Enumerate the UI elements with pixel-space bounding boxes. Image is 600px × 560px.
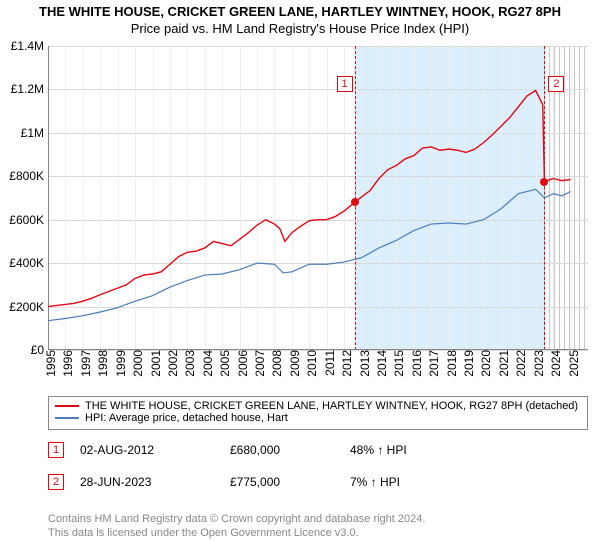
chart-area: £0£200K£400K£600K£800K£1M£1.2M£1.4M19951… [48, 46, 588, 350]
footnote: Contains HM Land Registry data © Crown c… [48, 512, 425, 541]
sale-pct: 48% ↑ HPI [350, 443, 470, 457]
xtick-label: 2011 [323, 350, 337, 376]
legend-label: HPI: Average price, detached house, Hart [85, 412, 288, 424]
chart-title: THE WHITE HOUSE, CRICKET GREEN LANE, HAR… [0, 0, 600, 19]
footnote-line1: Contains HM Land Registry data © Crown c… [48, 512, 425, 526]
xtick-label: 2015 [392, 350, 406, 377]
ytick-label: £1.4M [11, 39, 48, 53]
xtick-label: 2021 [497, 350, 511, 377]
xtick-label: 2017 [427, 350, 441, 377]
series-lines [48, 46, 588, 350]
legend-row: HPI: Average price, detached house, Hart [55, 412, 581, 424]
xtick-label: 2001 [149, 350, 163, 377]
sale-marker-2: 2 [548, 76, 564, 92]
xtick-label: 2003 [183, 350, 197, 377]
xtick-label: 1998 [96, 350, 110, 377]
xtick-label: 2002 [166, 350, 180, 377]
ytick-label: £1.2M [11, 82, 48, 96]
ytick-label: £600K [9, 213, 48, 227]
chart-subtitle: Price paid vs. HM Land Registry's House … [0, 21, 600, 36]
xtick-label: 2006 [236, 350, 250, 377]
xtick-label: 2000 [131, 350, 145, 377]
series-hpi [48, 189, 571, 320]
legend-swatch [55, 417, 79, 419]
xtick-label: 2007 [253, 350, 267, 377]
sale-price: £680,000 [230, 443, 350, 457]
footnote-line2: This data is licensed under the Open Gov… [48, 526, 425, 540]
xtick-label: 2019 [462, 350, 476, 377]
xtick-label: 2008 [270, 350, 284, 377]
ytick-label: £200K [9, 300, 48, 314]
xtick-label: 2004 [201, 350, 215, 377]
sale-row-marker: 1 [48, 442, 64, 458]
xtick-label: 2010 [305, 350, 319, 377]
xtick-label: 2025 [567, 350, 581, 377]
sale-pct: 7% ↑ HPI [350, 475, 470, 489]
ytick-label: £1M [21, 126, 48, 140]
legend-row: THE WHITE HOUSE, CRICKET GREEN LANE, HAR… [55, 400, 581, 412]
ytick-label: £800K [9, 169, 48, 183]
xtick-label: 1996 [61, 350, 75, 377]
xtick-label: 2013 [358, 350, 372, 377]
xtick-label: 2018 [445, 350, 459, 377]
legend-label: THE WHITE HOUSE, CRICKET GREEN LANE, HAR… [85, 400, 578, 412]
sale-row-1: 1 02-AUG-2012£680,00048% ↑ HPI [48, 442, 470, 458]
xtick-label: 2024 [549, 350, 563, 377]
xtick-label: 2022 [514, 350, 528, 377]
legend-box: THE WHITE HOUSE, CRICKET GREEN LANE, HAR… [48, 396, 588, 430]
xtick-label: 2005 [218, 350, 232, 377]
xtick-label: 1999 [114, 350, 128, 377]
sale-date: 02-AUG-2012 [80, 443, 230, 457]
xtick-label: 2020 [479, 350, 493, 377]
xtick-label: 1997 [79, 350, 93, 377]
sale-marker-1: 1 [337, 76, 353, 92]
sale-date: 28-JUN-2023 [80, 475, 230, 489]
sale-row-2: 2 28-JUN-2023£775,0007% ↑ HPI [48, 474, 470, 490]
xtick-label: 2016 [410, 350, 424, 377]
ytick-label: £400K [9, 256, 48, 270]
sale-row-marker: 2 [48, 474, 64, 490]
xtick-label: 1995 [44, 350, 58, 377]
xtick-label: 2009 [288, 350, 302, 377]
xtick-label: 2012 [340, 350, 354, 377]
series-property [48, 91, 571, 307]
sale-price: £775,000 [230, 475, 350, 489]
xtick-label: 2023 [532, 350, 546, 377]
sale-dot-2 [540, 178, 548, 186]
sale-dot-1 [351, 198, 359, 206]
xtick-label: 2014 [375, 350, 389, 377]
legend-swatch [55, 405, 79, 407]
